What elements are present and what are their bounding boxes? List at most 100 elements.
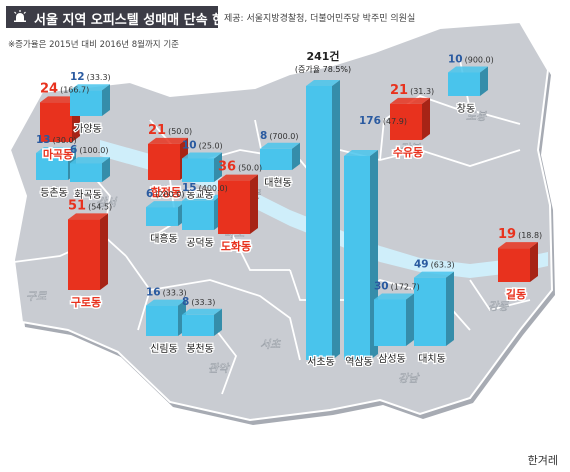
bar-rate-label: (900.0) (465, 56, 494, 65)
bar-rate-label: (700.0) (269, 132, 298, 141)
bar-front (146, 305, 178, 336)
bar-신림동 (146, 299, 186, 336)
bar-value: 51 (68, 198, 86, 213)
bar-value: 8 (182, 296, 189, 308)
bar-front (448, 72, 480, 96)
bar-value: 15 (182, 182, 197, 194)
bar-rate-label: (166.7) (60, 85, 89, 94)
bar-가양동 (70, 84, 110, 116)
dong-label: 수유동 (393, 146, 423, 159)
bar-길동 (498, 242, 538, 282)
bar-대현동 (260, 142, 300, 170)
bar-value-label: 19 (18.8) (498, 227, 542, 242)
bar-rate-label: (50.0) (168, 127, 192, 136)
bar-value: 6 (146, 188, 153, 200)
dong-label: 신림동 (150, 343, 178, 355)
bar-도화동 (218, 174, 258, 234)
bars-layer (36, 66, 538, 360)
bar-value: 16 (146, 287, 161, 299)
dong-label: 서초동 (307, 356, 335, 368)
bar-value-label: 16 (33.3) (146, 287, 187, 299)
dong-label: 공덕동 (186, 237, 214, 249)
bar-value-label: 13 (30.0) (36, 134, 77, 146)
bar-value-label: 51 (54.5) (68, 198, 112, 213)
bar-top (182, 308, 222, 315)
bar-rate-label: (증가율 78.5%) (295, 65, 351, 74)
bar-top (374, 293, 414, 300)
bar-rate-label: (33.3) (87, 73, 111, 82)
dong-label: 대치동 (418, 353, 446, 365)
siren-icon (14, 10, 26, 22)
bar-side (422, 97, 430, 140)
dong-label: 역삼동 (345, 356, 373, 368)
bar-top (414, 271, 454, 278)
bar-top (344, 150, 378, 156)
bar-side (530, 242, 538, 282)
bar-side (214, 308, 222, 336)
bar-top (260, 142, 300, 149)
credit-text: 한겨레 (527, 454, 558, 467)
bar-front (148, 143, 180, 180)
bar-rate-label: (63.3) (431, 261, 455, 270)
bar-side (332, 80, 340, 360)
bar-rate-label: (54.5) (88, 202, 112, 211)
bar-top (306, 80, 340, 86)
district-label-강남: 강남 (398, 372, 420, 385)
bar-value-label: 10 (900.0) (448, 54, 494, 66)
bar-value: 36 (218, 160, 236, 175)
bar-삼성동 (374, 293, 414, 346)
note-text: ※증가율은 2015년 대비 2016년 8월까지 기준 (8, 40, 179, 50)
bar-value-label: 241건 (306, 49, 339, 63)
dong-label: 등촌동 (40, 187, 68, 199)
bar-value: 13 (36, 134, 51, 146)
bar-front (414, 277, 446, 346)
bar-top (218, 174, 258, 181)
bar-rate-label: (400.0) (199, 184, 228, 193)
bar-rate-label: (200.0) (155, 190, 184, 199)
bar-front (70, 163, 102, 182)
bar-수유동 (390, 97, 430, 140)
bar-value: 24 (40, 81, 58, 96)
bar-front (344, 156, 370, 360)
bar-value: 49 (414, 259, 429, 271)
bar-value-label: 21 (31.3) (390, 83, 434, 98)
bar-top (68, 213, 108, 220)
bar-top (36, 147, 76, 154)
bar-front (36, 153, 68, 180)
bar-rate-label: (33.3) (163, 289, 187, 298)
bar-front (260, 148, 292, 170)
bar-top (146, 299, 186, 306)
bar-창동 (448, 66, 488, 96)
bar-front (218, 180, 250, 234)
district-label-관악: 관악 (208, 362, 230, 375)
district-label-강동: 강동 (488, 300, 509, 313)
bar-value: 21 (148, 123, 166, 138)
district-label-강북: 강북 (400, 142, 421, 155)
bar-value: 8 (260, 130, 267, 142)
bar-front (306, 86, 332, 360)
bar-동교동 (182, 152, 222, 182)
bar-side (446, 271, 454, 346)
bar-rate-label: (18.8) (518, 231, 542, 240)
bar-value-label: 6 (100.0) (70, 144, 108, 156)
dong-label: 대흥동 (150, 232, 178, 245)
bar-rate-label: (50.0) (238, 164, 262, 173)
bar-마곡동 (40, 96, 80, 142)
bar-서초동 (306, 80, 340, 360)
dong-label: 구로동 (71, 296, 101, 309)
bar-value: 19 (498, 227, 516, 242)
bar-front (68, 219, 100, 290)
bar-side (102, 84, 110, 116)
bar-front (146, 207, 178, 226)
bar-top (148, 137, 188, 144)
title-bar: 서울 지역 오피스텔 성매매 단속 현황 제공: 서울지방경찰청, 더불어민주당… (0, 0, 570, 30)
bar-value-label: 36 (50.0) (218, 160, 262, 175)
bar-top (182, 194, 222, 201)
bar-top (146, 201, 186, 208)
bar-value-label: 6 (200.0) (146, 188, 184, 200)
bar-value-label: 24 (166.7) (40, 81, 89, 96)
bar-side (102, 157, 110, 182)
district-label-강서: 강서 (96, 196, 118, 209)
